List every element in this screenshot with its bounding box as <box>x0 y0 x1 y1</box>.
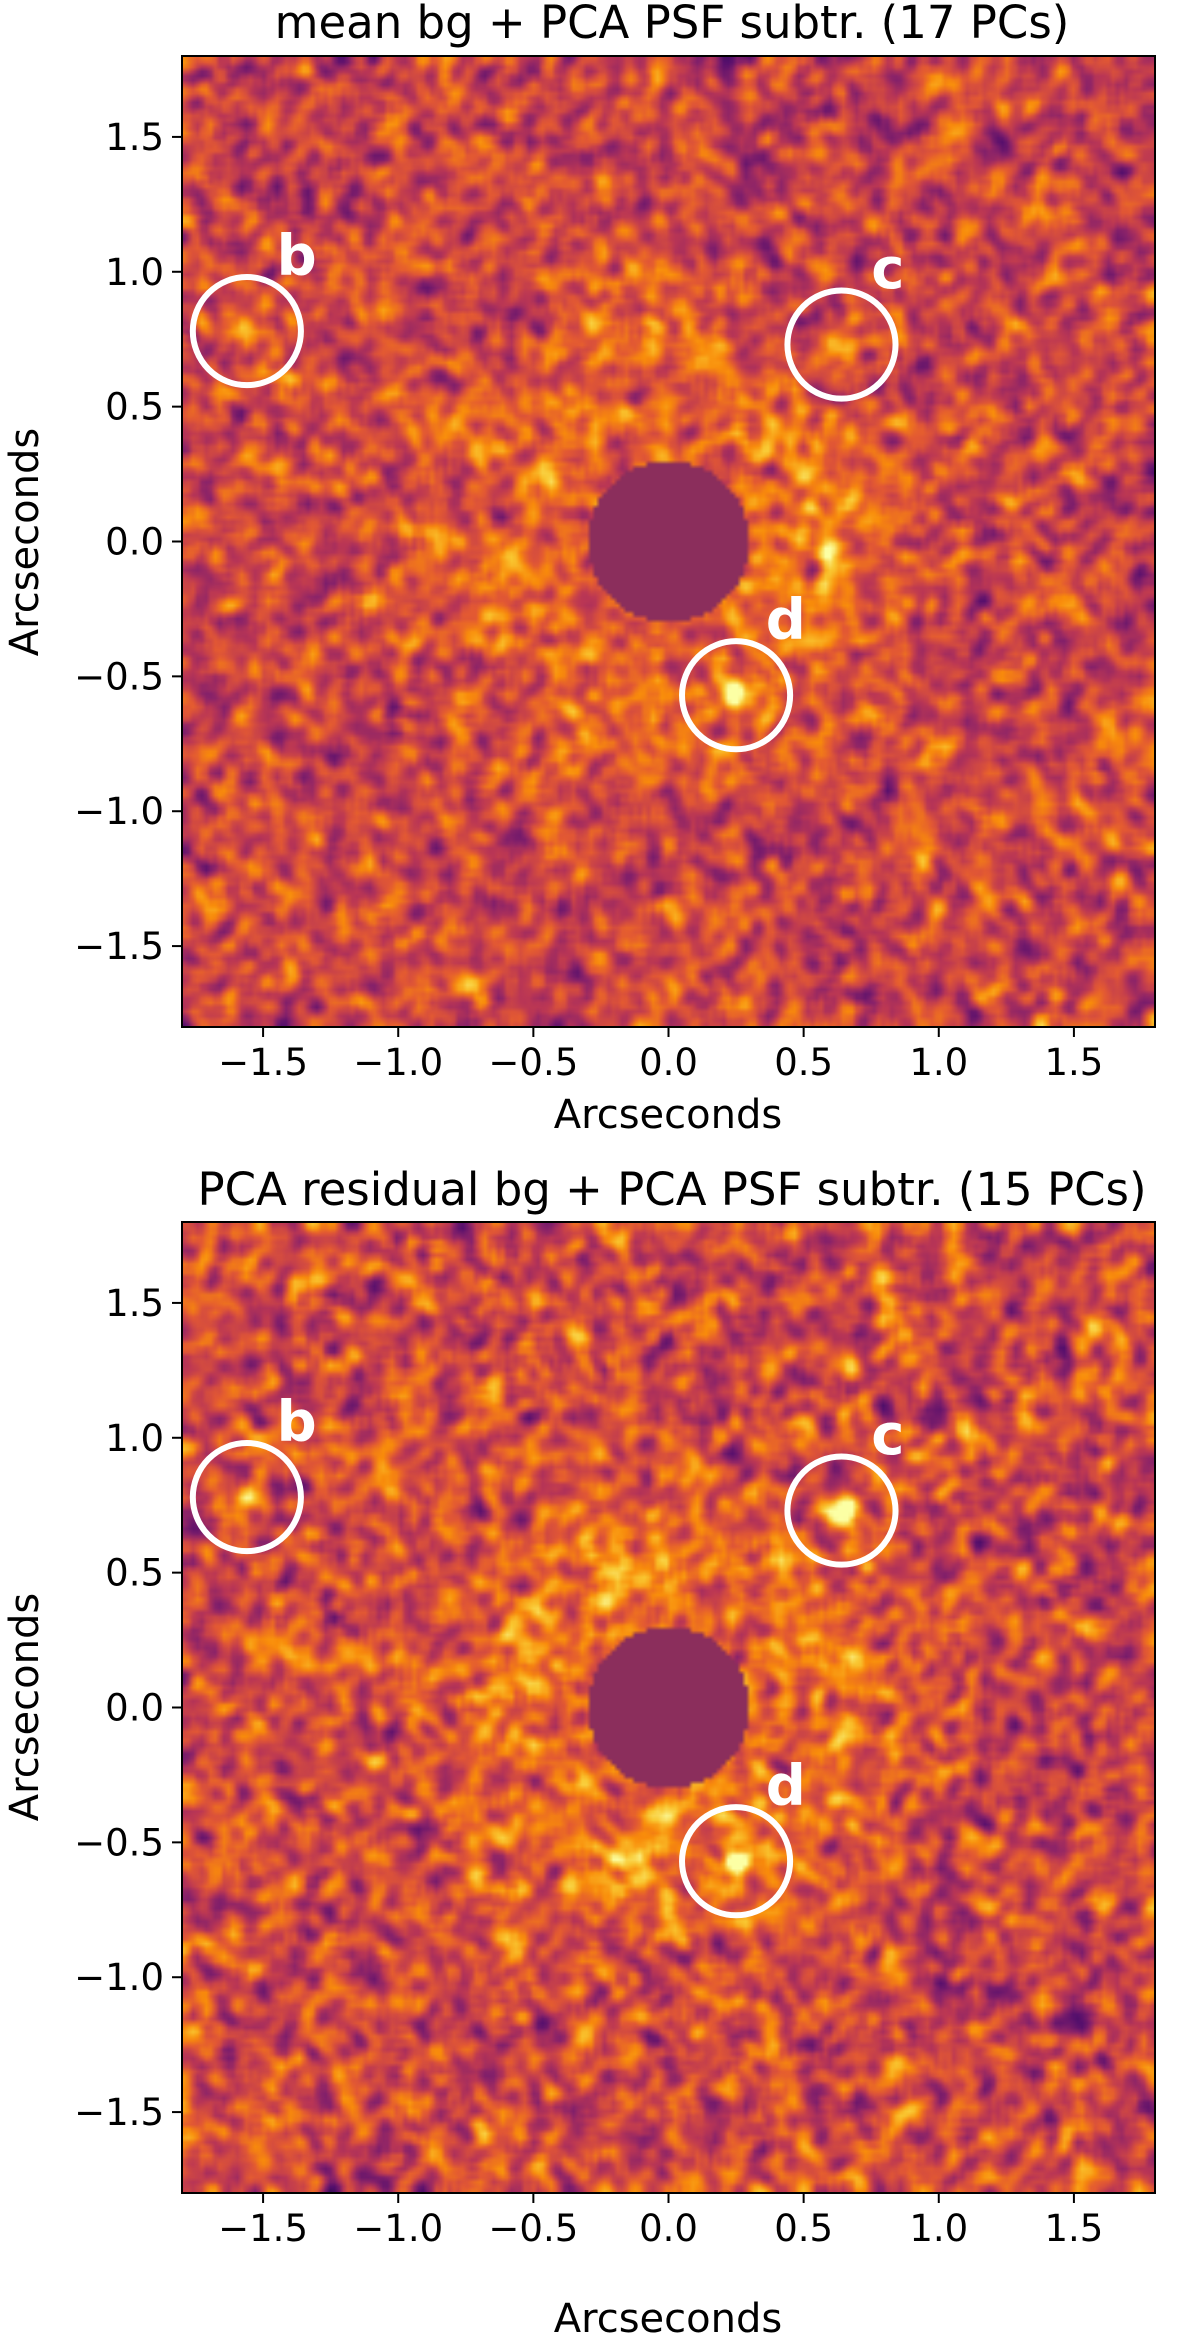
y-tick-label: −1.0 <box>74 1956 164 1999</box>
panel-bottom-image <box>182 1222 1155 2193</box>
panel-top-ylabel: Arcseconds <box>2 428 48 656</box>
x-tick-label: 0.0 <box>639 2207 698 2250</box>
panel-bottom-xlabel: Arcseconds <box>554 2296 782 2341</box>
panel-top: mean bg + PCA PSF subtr. (17 PCs) b c d −1… <box>2 0 1156 1138</box>
x-tick-label: 1.5 <box>1044 2207 1103 2250</box>
panel-top-xlabel: Arcseconds <box>554 1092 782 1138</box>
x-tick-label: −0.5 <box>488 2207 578 2250</box>
y-tick-label: −1.5 <box>74 925 164 968</box>
companion-label-c: c <box>871 237 904 302</box>
panel-bottom-ylabel: Arcseconds <box>2 1593 48 1821</box>
panel-top-marks: b c d <box>189 223 904 753</box>
x-tick-label: −1.5 <box>218 2207 308 2250</box>
x-tick-label: −0.5 <box>488 1041 578 1084</box>
companion-label-d: d <box>766 587 806 652</box>
x-tick-label: −1.0 <box>353 1041 443 1084</box>
x-tick-label: 1.0 <box>909 1041 968 1084</box>
companion-label-d: d <box>766 1753 806 1818</box>
y-tick-label: −0.5 <box>74 1821 164 1864</box>
x-tick-label: 0.5 <box>774 1041 833 1084</box>
x-tick-label: 1.5 <box>1044 1041 1103 1084</box>
x-tick-label: −1.0 <box>353 2207 443 2250</box>
y-tick-label: −1.0 <box>74 790 164 833</box>
y-tick-label: −0.5 <box>74 655 164 698</box>
companion-circle-d <box>679 638 794 753</box>
y-tick-label: 1.0 <box>105 251 164 294</box>
panel-top-ticks: −1.5 −1.0 −0.5 0.0 0.5 1.0 1.5 −1.5 −1.0 −0.5 0.0 0… <box>74 116 1103 1084</box>
y-tick-label: −1.5 <box>74 2091 164 2134</box>
y-tick-label: 0.0 <box>105 521 164 564</box>
companion-label-b: b <box>277 1389 317 1454</box>
panel-top-title: mean bg + PCA PSF subtr. (17 PCs) <box>275 0 1070 49</box>
companion-circle-d <box>679 1804 794 1919</box>
panel-bottom-title: PCA residual bg + PCA PSF subtr. (15 PCs… <box>197 1163 1146 1216</box>
companion-circle-b <box>189 1440 304 1555</box>
x-tick-label: 0.5 <box>774 2207 833 2250</box>
panel-top-image <box>182 56 1155 1027</box>
companion-circle-c <box>784 287 899 402</box>
y-tick-label: 0.5 <box>105 1552 164 1595</box>
y-tick-label: 1.5 <box>105 116 164 159</box>
x-tick-label: 0.0 <box>639 1041 698 1084</box>
y-tick-label: 1.0 <box>105 1417 164 1460</box>
x-tick-label: −1.5 <box>218 1041 308 1084</box>
panel-bottom: PCA residual bg + PCA PSF subtr. (15 PCs… <box>2 1163 1156 2341</box>
companion-label-b: b <box>277 223 317 288</box>
y-tick-label: 1.5 <box>105 1282 164 1325</box>
y-tick-label: 0.0 <box>105 1687 164 1730</box>
companion-label-c: c <box>871 1403 904 1468</box>
panel-bottom-marks: b c d <box>189 1389 904 1919</box>
panel-bottom-ticks: −1.5 −1.0 −0.5 0.0 0.5 1.0 1.5 −1.5 −1.0 −0.5 0.0 0… <box>74 1282 1103 2250</box>
companion-circle-c <box>784 1453 899 1568</box>
companion-circle-b <box>189 274 304 389</box>
x-tick-label: 1.0 <box>909 2207 968 2250</box>
y-tick-label: 0.5 <box>105 386 164 429</box>
